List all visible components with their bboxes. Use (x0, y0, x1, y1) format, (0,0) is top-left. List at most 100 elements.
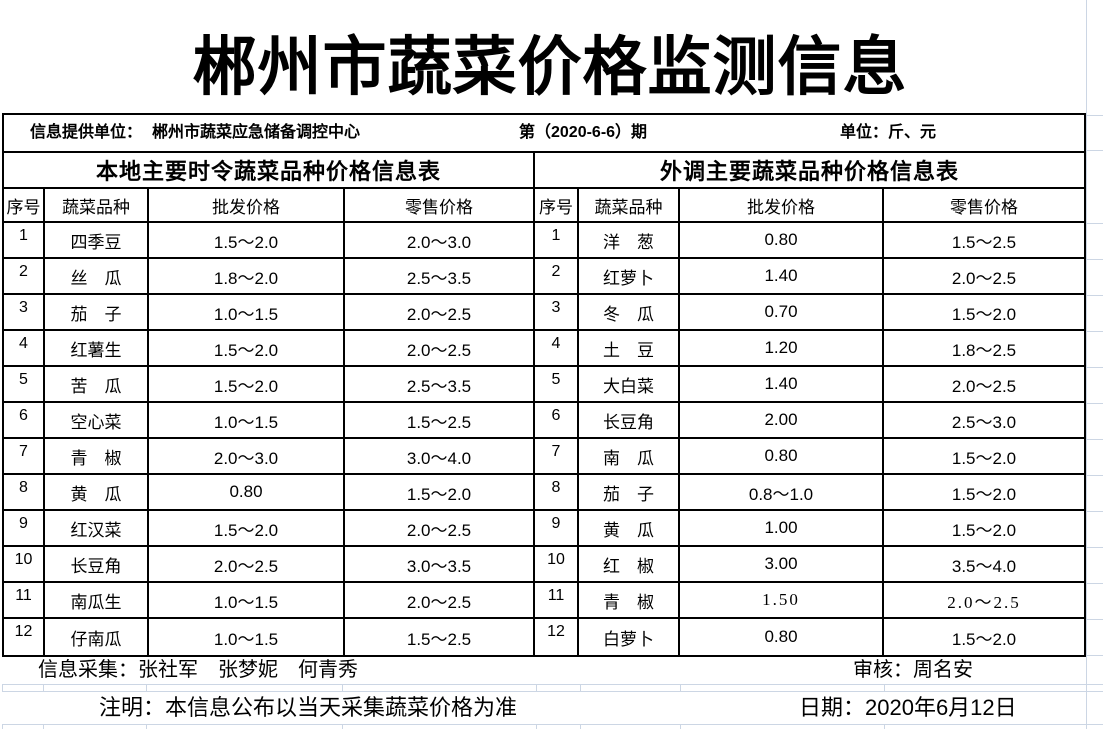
wholesale-price: 0.80 (680, 223, 884, 257)
retail-price: 2.0～2.5 (345, 511, 535, 545)
table-row: 10 红 椒 3.00 3.5～4.0 (535, 547, 1084, 583)
gridline (1086, 583, 1103, 584)
tables-region: 本地主要时令蔬菜品种价格信息表 序号 蔬菜品种 批发价格 零售价格 1 四季豆 1.… (4, 153, 1084, 655)
table-row: 12 仔南瓜 1.0～1.5 1.5～2.5 (4, 619, 535, 655)
gridline (536, 724, 537, 729)
retail-price: 2.5～3.0 (951, 412, 1017, 432)
gridline (146, 684, 147, 691)
vegetable-name: 丝 瓜 (45, 259, 149, 293)
page-title: 郴州市蔬菜价格监测信息 (192, 31, 908, 103)
gridline (580, 684, 581, 691)
gridline (1086, 0, 1087, 729)
row-index: 12 (535, 619, 579, 655)
retail-price: 1.5～2.0 (951, 484, 1017, 504)
table-row: 6 长豆角 2.00 2.5～3.0 (535, 403, 1084, 439)
wholesale-price: 1.40 (680, 259, 884, 293)
vegetable-name: 四季豆 (45, 223, 149, 257)
gridline (1086, 511, 1103, 512)
table-row: 12 白萝卜 0.80 1.5～2.0 (535, 619, 1084, 655)
gridline (1086, 150, 1103, 151)
column-header-index: 序号 (535, 189, 579, 221)
external-table-header-row: 序号 蔬菜品种 批发价格 零售价格 (535, 189, 1084, 223)
column-header-vegetable: 蔬菜品种 (45, 189, 149, 221)
table-row: 4 红薯生 1.5～2.0 2.0～2.5 (4, 331, 535, 367)
row-index: 7 (535, 439, 579, 473)
info-bar: 信息提供单位： 郴州市蔬菜应急储备调控中心 第（2020-6-6）期 单位：斤、元 (4, 115, 1084, 153)
external-table-title: 外调主要蔬菜品种价格信息表 (659, 159, 959, 184)
row-index: 12 (4, 619, 45, 655)
row-index: 2 (4, 259, 45, 293)
gridline (2, 684, 3, 691)
vegetable-name: 仔南瓜 (45, 619, 149, 655)
row-index: 3 (535, 295, 579, 329)
gridline (1086, 475, 1103, 476)
wholesale-price: 1.20 (680, 331, 884, 365)
column-header-wholesale: 批发价格 (680, 189, 884, 221)
wholesale-price: 1.0～1.5 (149, 583, 345, 617)
collectors-text: 信息采集：张社军 张梦妮 何青秀 (38, 659, 358, 681)
note-text: 注明：本信息公布以当天采集蔬菜价格为准 (99, 695, 518, 720)
reviewer-text: 审核：周名安 (853, 659, 973, 681)
column-header-index: 序号 (4, 189, 45, 221)
gridline (1086, 439, 1103, 440)
row-index: 6 (4, 403, 45, 437)
gridline (1086, 331, 1103, 332)
table-row: 6 空心菜 1.0～1.5 1.5～2.5 (4, 403, 535, 439)
gridline (580, 724, 581, 729)
retail-price: 2.0～3.0 (345, 223, 535, 257)
wholesale-price: 1.5～2.0 (149, 223, 345, 257)
gridline (342, 684, 343, 691)
row-index: 11 (4, 583, 45, 617)
retail-price: 1.5～2.5 (345, 403, 535, 437)
wholesale-price: 1.40 (680, 367, 884, 401)
row-index: 10 (4, 547, 45, 581)
wholesale-price: 0.8～1.0 (680, 475, 884, 509)
vegetable-name: 红汉菜 (45, 511, 149, 545)
retail-price: 2.0～2.5 (951, 268, 1017, 288)
row-index: 8 (535, 475, 579, 509)
retail-price: 3.0～3.5 (345, 547, 535, 581)
row-index: 7 (4, 439, 45, 473)
retail-price: 2.5～3.5 (345, 367, 535, 401)
vegetable-name: 青 椒 (45, 439, 149, 473)
local-table-title: 本地主要时令蔬菜品种价格信息表 (4, 153, 535, 187)
row-index: 10 (535, 547, 579, 581)
vegetable-name: 青 椒 (579, 583, 680, 617)
gridline (43, 684, 44, 691)
row-index: 5 (535, 367, 579, 401)
retail-price: 1.5～2.0 (951, 448, 1017, 468)
retail-price: 2.0～2.5 (345, 295, 535, 329)
local-table-header-row: 序号 蔬菜品种 批发价格 零售价格 (4, 189, 535, 223)
wholesale-price: 1.5～2.0 (149, 511, 345, 545)
retail-price: 1.5～2.0 (951, 304, 1017, 324)
gridline (342, 724, 343, 729)
vegetable-name: 南瓜生 (45, 583, 149, 617)
row-index: 2 (535, 259, 579, 293)
vegetable-name: 长豆角 (45, 547, 149, 581)
retail-price: 2.0～2.5 (947, 592, 1021, 612)
vegetable-name: 长豆角 (579, 403, 680, 437)
retail-price: 3.0～4.0 (345, 439, 535, 473)
info-provider-label: 信息提供单位： (30, 124, 143, 141)
table-row: 11 青 椒 1.50 2.0～2.5 (535, 583, 1084, 619)
local-table-body: 1 四季豆 1.5～2.0 2.0～3.0 2 丝 瓜 1.8～2.0 2.5～3.5 3 茄 子… (4, 223, 535, 655)
wholesale-price: 2.00 (680, 403, 884, 437)
wholesale-price: 1.0～1.5 (149, 619, 345, 655)
local-price-table: 本地主要时令蔬菜品种价格信息表 序号 蔬菜品种 批发价格 零售价格 1 四季豆 1.… (4, 153, 535, 655)
wholesale-price: 1.0～1.5 (149, 295, 345, 329)
gridline (1086, 547, 1103, 548)
row-index: 3 (4, 295, 45, 329)
retail-price: 1.8～2.5 (951, 340, 1017, 360)
row-index: 5 (4, 367, 45, 401)
external-table-title-row: 外调主要蔬菜品种价格信息表 (535, 153, 1084, 189)
column-header-retail: 零售价格 (345, 189, 535, 221)
retail-price: 3.5～4.0 (951, 556, 1017, 576)
